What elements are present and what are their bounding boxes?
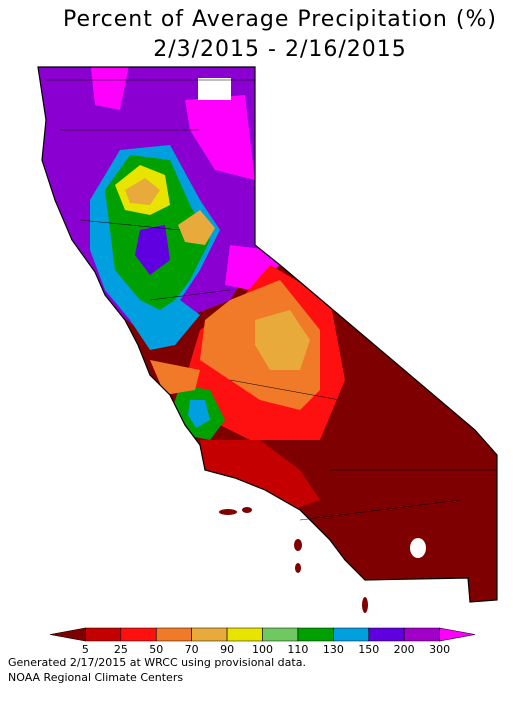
subtitle: 2/3/2015 - 2/16/2015 — [153, 37, 407, 62]
footer-line: Generated 2/17/2015 at WRCC using provis… — [8, 656, 306, 669]
color-swatch — [262, 627, 299, 642]
color-scale: 5 25 50 70 90 100 110 130 150 200 300 — [49, 627, 476, 656]
precip-map — [38, 67, 497, 602]
scale-tick-label: 300 — [429, 643, 450, 656]
color-swatch — [226, 627, 263, 642]
color-swatch — [368, 627, 405, 642]
scale-tick-label: 110 — [287, 643, 308, 656]
color-swatch — [333, 627, 370, 642]
color-swatch — [85, 627, 122, 642]
color-swatch — [120, 627, 157, 642]
scale-tick-label: 50 — [149, 643, 163, 656]
scale-tick-label: 150 — [358, 643, 379, 656]
scale-tick-label: 25 — [114, 643, 128, 656]
scale-tick-label: 100 — [252, 643, 273, 656]
scale-tick-label: 5 — [82, 643, 89, 656]
color-swatch — [297, 627, 334, 642]
scale-tick-label: 90 — [220, 643, 234, 656]
footer-line: NOAA Regional Climate Centers — [8, 671, 183, 684]
color-swatch — [49, 627, 86, 642]
islands — [219, 507, 368, 613]
scale-tick-label: 130 — [323, 643, 344, 656]
county-lines — [45, 79, 497, 521]
state-outline — [37, 66, 498, 603]
color-swatch — [191, 627, 228, 642]
scale-tick-label: 200 — [394, 643, 415, 656]
color-swatch — [155, 627, 192, 642]
color-swatch — [439, 627, 476, 642]
color-swatch — [403, 627, 440, 642]
scale-tick-label: 70 — [185, 643, 199, 656]
title: Percent of Average Precipitation (%) — [63, 7, 497, 32]
